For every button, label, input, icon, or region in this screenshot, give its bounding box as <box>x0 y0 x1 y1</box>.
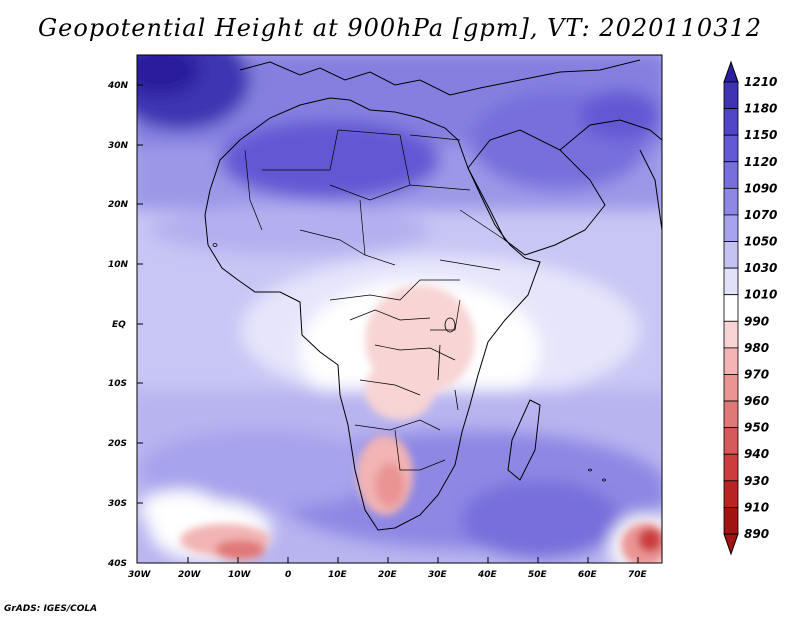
colorbar-top-arrow <box>723 60 739 83</box>
lon-label: 70E <box>628 570 648 580</box>
country-borders <box>244 129 506 471</box>
colorbar-label: 980 <box>744 341 769 355</box>
colorbar-swatch <box>723 480 739 508</box>
colorbar-swatch <box>723 267 739 296</box>
colorbar-label: 910 <box>744 500 769 514</box>
colorbar-label: 1090 <box>744 181 777 195</box>
colorbar-label: 1210 <box>744 75 777 89</box>
colorbar-label: 990 <box>744 314 769 328</box>
lon-label: 20E <box>378 570 398 580</box>
lat-label: 30S <box>108 499 127 509</box>
lon-label: 60E <box>578 570 598 580</box>
colorbar-swatch <box>723 161 739 189</box>
colorbar-label: 940 <box>744 447 769 461</box>
colorbar-label: 950 <box>744 421 769 435</box>
lat-label: 40S <box>107 559 127 569</box>
lat-label: 20S <box>108 439 127 449</box>
lon-label: 10W <box>228 570 252 580</box>
lat-label: EQ <box>112 320 126 330</box>
colorbar-swatch <box>723 241 739 269</box>
lakes <box>212 243 606 482</box>
lon-label: 40E <box>477 570 498 580</box>
low-pressure-shading <box>180 285 662 563</box>
lat-label: 10N <box>108 260 129 270</box>
colorbar-label: 1180 <box>744 102 777 116</box>
colorbar-label: 930 <box>744 474 769 488</box>
colorbar-label: 1150 <box>744 128 777 142</box>
colorbar-swatch <box>723 374 739 402</box>
colorbar-swatch <box>723 320 739 349</box>
lon-label: 30E <box>428 570 448 580</box>
lon-label: 10E <box>328 570 348 580</box>
lon-label: 30W <box>128 570 152 580</box>
lat-label: 20N <box>108 200 129 210</box>
africa-coast <box>204 97 541 531</box>
madagascar-coast <box>507 399 541 481</box>
colorbar-label: 1050 <box>744 235 777 249</box>
colorbar-label: 970 <box>744 367 769 381</box>
colorbar-swatch <box>723 507 739 535</box>
coastlines <box>204 59 662 531</box>
colorbar-swatch <box>723 81 739 109</box>
colorbar: 1210 1180 1150 1120 1090 1070 1050 1030 1010 990 9… <box>723 60 777 556</box>
colorbar-label: 960 <box>744 394 769 408</box>
asia-coast <box>559 119 662 151</box>
colorbar-swatch <box>723 187 739 216</box>
grads-credit: GrADS: IGES/COLA <box>4 604 98 614</box>
plot-frame <box>136 54 663 564</box>
lon-label: 50E <box>528 570 548 580</box>
colorbar-swatch <box>723 427 739 455</box>
lat-label: 10S <box>108 379 127 389</box>
lon-label: 20W <box>178 570 202 580</box>
map-title: Geopotential Height at 900hPa [gpm], VT:… <box>38 14 762 42</box>
colorbar-label: 890 <box>744 527 769 541</box>
india-coast <box>639 149 662 231</box>
colorbar-label: 1070 <box>744 208 777 222</box>
colorbar-swatch <box>723 347 739 375</box>
colorbar-label: 1120 <box>744 155 777 169</box>
colorbar-swatch <box>723 214 739 242</box>
arabia-coast <box>467 129 606 256</box>
colorbar-label: 1030 <box>744 261 777 275</box>
lat-axis: 40N 30N 20N 10N EQ 10S 20S 30S 40S <box>107 81 143 569</box>
lon-axis: 30W 20W 10W 0 10E 20E 30E 40E 50E 60E 70… <box>128 557 648 580</box>
colorbar-swatch <box>723 294 739 322</box>
map-plot-area <box>137 55 662 563</box>
lat-label: 40N <box>107 81 129 91</box>
colorbar-swatch <box>723 453 739 482</box>
colorbar-swatch <box>723 108 739 136</box>
lon-label: 0 <box>285 570 291 580</box>
colorbar-label: 1010 <box>744 288 777 302</box>
colorbar-swatch <box>723 400 739 429</box>
colorbar-swatch <box>723 134 739 163</box>
lat-label: 30N <box>108 141 129 151</box>
colorbar-bottom-arrow <box>723 533 739 556</box>
europe-coast <box>239 59 641 96</box>
